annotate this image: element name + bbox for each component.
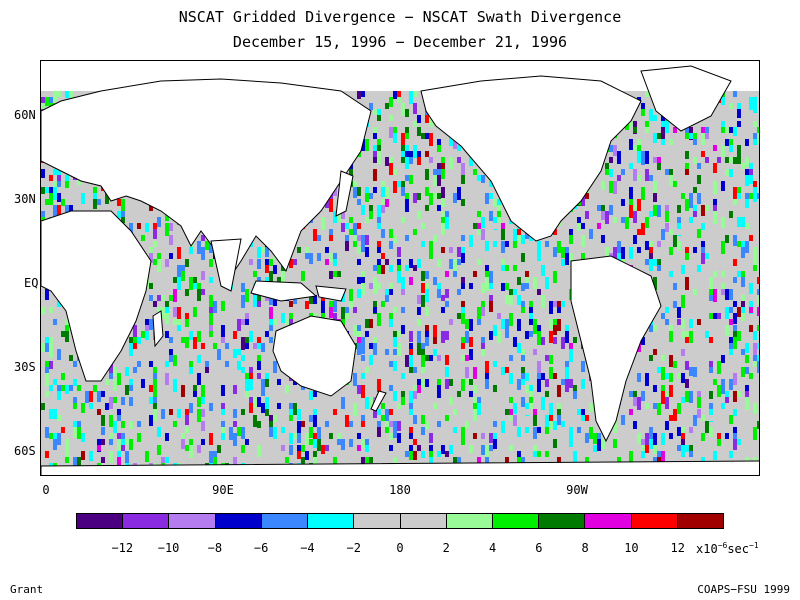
color-scale-segment [261,514,309,528]
lon-label-0: 0 [42,483,50,497]
color-scale-tick-label: −8 [207,541,223,555]
unit-exponent-1: −6 [717,541,728,550]
color-scale-tick-label: −10 [157,541,180,555]
japan-landmass [335,170,354,217]
lat-label-60n: 60N [14,108,36,122]
lon-label-180: 180 [389,483,411,497]
africa-landmass [41,210,152,382]
color-scale-segment [539,514,586,528]
author-credit: Grant [10,583,44,596]
lat-label-60s: 60S [14,444,36,458]
new-guinea-landmass [315,285,347,302]
color-scale-tick-label: −12 [111,541,134,555]
color-scale-tick-label: 10 [624,541,639,555]
color-scale-tick-label: 8 [581,541,589,555]
color-scale-segment [446,514,493,528]
lat-label-30n: 30N [14,192,36,206]
color-scale-bar [76,513,724,529]
color-scale-tick-label: 12 [670,541,685,555]
color-scale-tick-label: 4 [488,541,497,555]
lat-label-eq: EQ [24,276,39,290]
date-range-subtitle: December 15, 1996 − December 21, 1996 [232,33,568,51]
color-scale-tick-label: −4 [300,541,315,555]
color-scale-segment [169,514,216,528]
color-scale-tick-label: 2 [442,541,450,555]
color-scale-tick-label: −2 [346,541,361,555]
institution-credit: COAPS−FSU 1999 [697,583,790,596]
color-scale-segment [308,514,355,528]
unit-exponent-2: −1 [749,541,759,550]
greenland-landmass [640,65,732,132]
color-scale-segment [123,514,170,528]
lon-label-90e: 90E [212,483,234,497]
color-scale-segment [631,514,678,528]
color-scale-tick-label: 6 [535,541,543,555]
map-title: NSCAT Gridded Divergence − NSCAT Swath D… [178,8,622,26]
north-america-landmass [420,75,642,242]
color-scale-segment [492,514,540,528]
color-scale-segment [354,514,401,528]
color-scale-unit: x10−6sec−1 [696,541,759,556]
unit-prefix: x10 [696,542,718,556]
color-scale-segment [215,514,262,528]
color-scale-segment [585,514,632,528]
color-scale-segment [400,514,447,528]
color-scale-tick-label: 0 [396,541,404,555]
india-landmass [210,238,242,292]
divergence-map [40,60,760,476]
lon-label-90w: 90W [566,483,588,497]
lat-label-30s: 30S [14,360,36,374]
australia-landmass [272,315,357,397]
indonesia-landmass [250,280,318,302]
antarctica-landmass [41,460,759,475]
madagascar-landmass [152,310,164,348]
color-scale-tick-label: −6 [253,541,269,555]
new-zealand-landmass [370,390,387,412]
eurasia-landmass [41,78,372,277]
map-canvas [41,65,759,475]
south-america-landmass [570,255,662,443]
color-scale-segment [677,514,724,528]
landmasses [41,65,759,475]
color-scale-segment [77,514,124,528]
unit-sec: sec [727,542,750,556]
